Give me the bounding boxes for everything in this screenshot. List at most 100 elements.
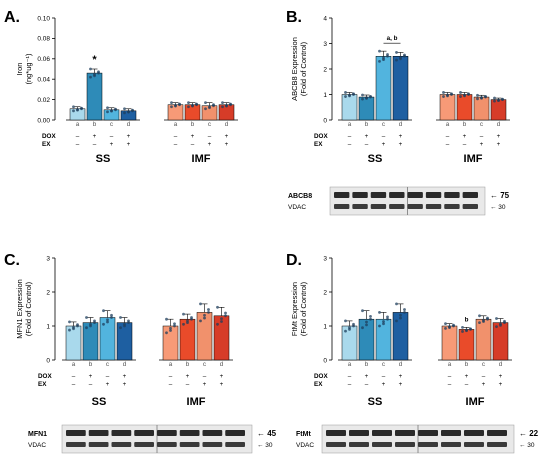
row-label-ex: EX — [314, 381, 323, 388]
data-point — [127, 321, 130, 324]
bar — [392, 312, 409, 361]
y-tick-label: 0.02 — [37, 97, 50, 104]
dox-value: – — [448, 373, 452, 380]
data-point — [186, 321, 189, 324]
data-point — [344, 319, 347, 323]
bar-letter-label: c — [208, 121, 211, 128]
ex-value: + — [399, 381, 403, 388]
blot-band-target — [225, 430, 245, 436]
blot-band-target — [370, 192, 387, 198]
dox-value: + — [93, 133, 97, 140]
data-point — [204, 107, 207, 111]
blot-band-loading — [134, 442, 154, 447]
dox-value: – — [348, 373, 352, 380]
data-point — [476, 93, 479, 97]
blot-band-loading — [389, 204, 405, 209]
bar — [473, 96, 490, 121]
data-point — [378, 311, 381, 314]
data-point — [195, 103, 198, 107]
dox-value: – — [446, 133, 450, 140]
bar — [341, 94, 358, 121]
bar-letter-label: c — [382, 361, 385, 368]
dox-value: – — [76, 133, 80, 140]
blot-loading-kda: ← 30 — [490, 204, 506, 211]
data-point — [110, 109, 113, 113]
data-point — [365, 323, 368, 327]
blot-band-target — [418, 430, 438, 436]
significance-label: b — [465, 316, 469, 323]
data-point — [229, 103, 232, 107]
y-axis-label: FtMt Expression — [290, 282, 299, 336]
ex-value: + — [499, 381, 503, 388]
data-point — [459, 95, 462, 98]
data-point — [89, 324, 92, 328]
group-label: IMF — [192, 153, 211, 165]
ex-value: – — [174, 141, 178, 148]
data-point — [499, 323, 502, 327]
data-point — [76, 108, 79, 112]
data-point — [352, 324, 355, 328]
data-point — [216, 305, 219, 309]
dox-value: + — [497, 133, 501, 140]
blot-band-loading — [370, 204, 387, 209]
blot-band-target — [111, 430, 132, 436]
dox-value: + — [127, 133, 131, 140]
bar-letter-label: a — [72, 361, 76, 368]
bar — [441, 325, 458, 361]
data-point — [463, 94, 466, 98]
data-point — [395, 302, 398, 306]
group-label: IMF — [466, 396, 485, 408]
data-point — [365, 97, 368, 100]
bar — [86, 72, 103, 121]
blot-band-target — [334, 192, 350, 198]
data-point — [207, 308, 210, 311]
group-label: IMF — [187, 396, 206, 408]
blot-loading-label: VDAC — [28, 442, 46, 449]
y-tick-label: 1 — [46, 323, 50, 330]
data-point — [395, 58, 398, 62]
blot-band-loading — [157, 442, 177, 447]
data-point — [497, 99, 500, 103]
dox-value: + — [399, 133, 403, 140]
dox-value: + — [465, 373, 469, 380]
group-label: SS — [92, 396, 107, 408]
data-point — [224, 311, 227, 315]
data-point — [212, 104, 215, 108]
significance-label: * — [92, 54, 97, 66]
blot-band-target — [464, 430, 484, 436]
y-tick-label: 1 — [323, 92, 327, 99]
ex-value: – — [448, 381, 452, 388]
ex-value: – — [465, 381, 469, 388]
row-label-ex: EX — [42, 141, 51, 148]
group-label: IMF — [464, 153, 483, 165]
data-point — [495, 325, 498, 329]
data-point — [191, 104, 194, 108]
data-point — [461, 330, 464, 333]
data-point — [486, 317, 489, 321]
data-point — [106, 318, 109, 322]
data-point — [348, 94, 351, 98]
data-point — [89, 75, 92, 79]
ex-value: + — [482, 381, 486, 388]
ex-value: + — [225, 141, 229, 148]
data-point — [85, 326, 88, 330]
data-point — [399, 316, 402, 320]
bar-letter-label: a — [348, 121, 352, 128]
bar — [490, 99, 507, 121]
blot-band-loading — [349, 442, 369, 447]
data-point — [344, 91, 347, 94]
data-point — [97, 71, 100, 75]
dox-value: + — [225, 133, 229, 140]
dox-value: – — [480, 133, 484, 140]
row-label-ex: EX — [38, 381, 47, 388]
data-point — [465, 329, 468, 333]
ex-value: + — [208, 141, 212, 148]
ex-value: + — [220, 381, 224, 388]
bar-letter-label: d — [499, 361, 503, 368]
bar-letter-label: d — [220, 361, 224, 368]
bar-letter-label: d — [127, 121, 131, 128]
ex-value: – — [89, 381, 93, 388]
blot-loading-label: VDAC — [296, 442, 314, 449]
dox-value: + — [499, 373, 503, 380]
data-point — [446, 94, 449, 98]
